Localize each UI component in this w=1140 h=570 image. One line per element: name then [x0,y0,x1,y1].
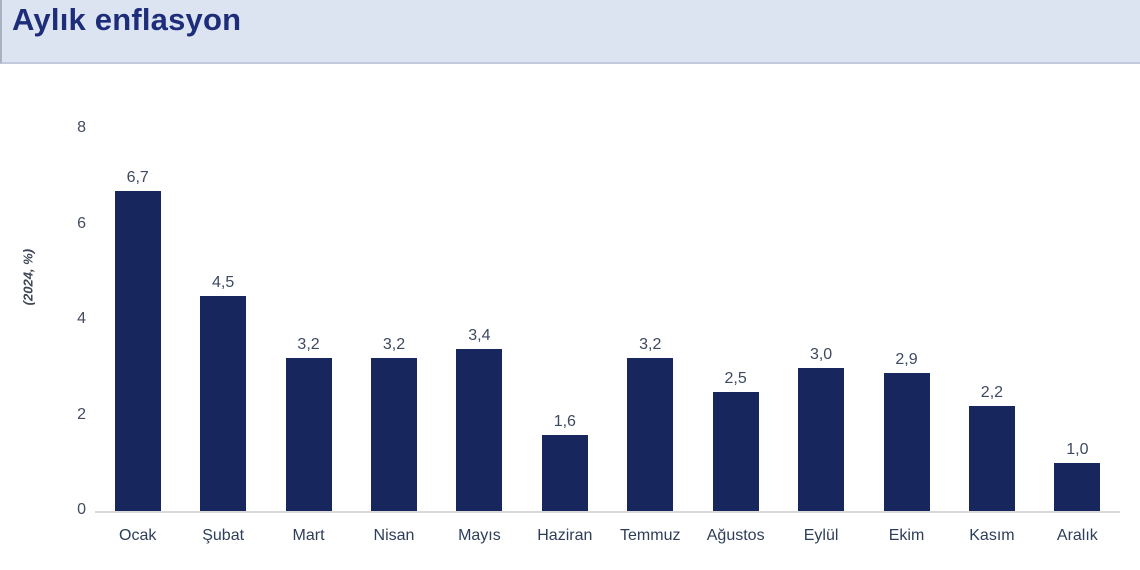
bar-column: 1,6 [522,129,607,511]
page-title: Aylık enflasyon [12,2,242,37]
bar-value-label: 3,0 [809,345,833,363]
bar-column: 2,9 [864,129,949,511]
y-axis-ticks: 0 2 4 6 8 [0,120,86,518]
x-axis-tick-label: Nisan [373,527,415,544]
bar-value-label: 3,2 [382,336,406,354]
bar [114,191,161,511]
bar [883,372,930,511]
bar-value-label: 3,4 [468,326,491,344]
x-axis-tick-label: Temmuz [620,527,681,544]
bar-value-label: 4,5 [212,274,235,292]
bar-value-label: 1,6 [553,412,576,430]
bar-columns: 6,7 4,5 3,2 3,2 3,4 1,6 3,2 2,5 3,0 2,9 2,2 1,0 [95,129,1120,511]
bar-column: 3,2 [608,129,693,511]
y-axis-tick-label: 2 [77,405,86,423]
x-axis-tick-label: Kasım [969,527,1015,544]
bar-value-label: 2,9 [895,350,918,368]
bar [456,348,503,511]
y-axis-tick-label: 6 [77,214,86,232]
bar [1054,463,1101,511]
bar [370,358,417,511]
bar-column: 2,5 [693,129,778,511]
x-axis-tick-label: Eylül [803,527,839,544]
bar-column: 3,2 [351,129,436,511]
bar-value-label: 2,5 [724,369,747,387]
bar-column: 1,0 [1035,129,1120,511]
bar-value-label: 1,0 [1066,441,1089,459]
x-axis-tick-label: Ağustos [706,527,765,544]
x-axis-tick-label: Aralık [1056,527,1098,544]
y-axis-tick-label: 4 [77,310,86,327]
bar [798,367,845,511]
bar [200,296,247,511]
bar-chart-plot-area: 6,7 4,5 3,2 3,2 3,4 1,6 3,2 2,5 3,0 2,9 2,2 1,0 [95,129,1120,513]
y-axis-tick-label: 8 [77,119,86,136]
bar-column: 4,5 [180,129,265,511]
x-axis-tick-label: Ocak [119,527,157,544]
bar-value-label: 3,2 [297,336,320,354]
bar [968,405,1015,511]
x-axis-tick-label: Şubat [202,527,245,544]
bar [285,358,332,511]
bar-column: 2,2 [949,129,1034,511]
bar-column: 6,7 [95,129,180,511]
bar [541,434,588,511]
bar-value-label: 2,2 [980,383,1004,401]
x-axis-labels: Ocak Şubat Mart Nisan Mayıs Haziran Temmuz Ağus… [95,527,1120,545]
bar-column: 3,4 [437,129,522,511]
x-axis-tick-label: Ekim [888,527,925,544]
bar-column: 3,2 [266,129,351,511]
bar [627,358,674,511]
bar [712,391,759,511]
bar-column: 3,0 [778,129,863,511]
header-band: Aylık enflasyon [0,0,1140,64]
y-axis-tick-label: 0 [77,501,86,518]
x-axis-tick-label: Mayıs [458,527,501,544]
x-axis-tick-label: Mart [292,527,325,544]
x-axis-tick-label: Haziran [537,527,593,544]
bar-value-label: 3,2 [639,336,662,354]
bar-value-label: 6,7 [126,169,149,187]
